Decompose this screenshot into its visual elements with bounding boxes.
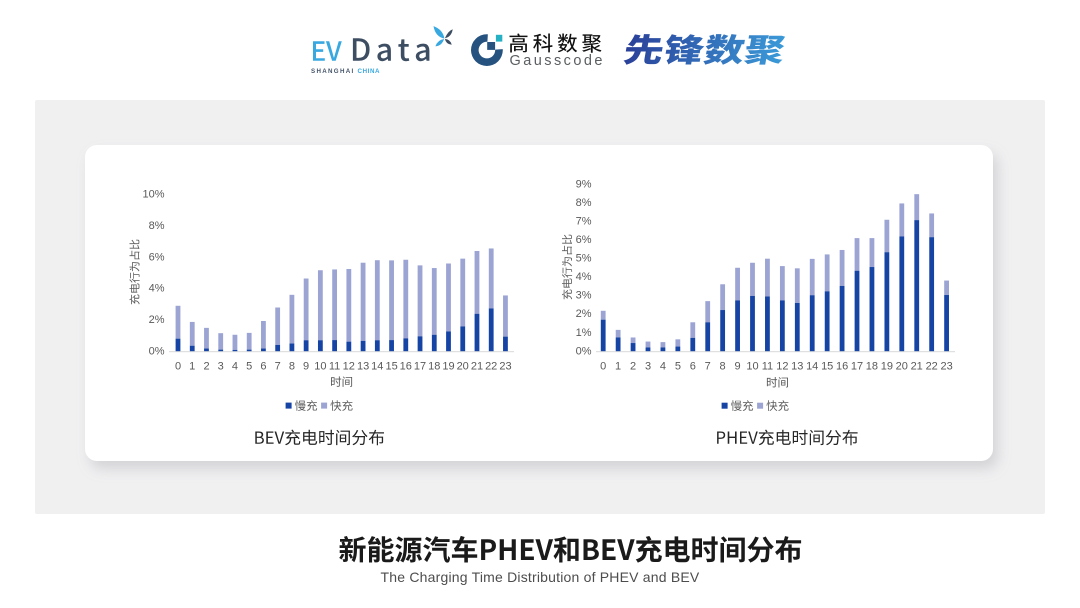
- svg-text:15: 15: [821, 361, 833, 373]
- svg-text:4: 4: [660, 361, 666, 373]
- svg-text:1%: 1%: [576, 327, 592, 339]
- svg-text:18: 18: [428, 361, 440, 373]
- svg-text:5%: 5%: [576, 253, 592, 265]
- svg-text:22: 22: [926, 361, 938, 373]
- svg-text:14: 14: [371, 361, 383, 373]
- svg-text:2%: 2%: [149, 314, 165, 326]
- svg-text:0: 0: [175, 361, 181, 373]
- svg-text:6%: 6%: [149, 251, 165, 263]
- svg-text:10: 10: [314, 361, 326, 373]
- svg-text:23: 23: [940, 361, 952, 373]
- svg-text:20: 20: [896, 361, 908, 373]
- svg-text:11: 11: [329, 361, 340, 373]
- svg-text:2%: 2%: [576, 308, 592, 320]
- svg-text:23: 23: [499, 361, 511, 373]
- svg-text:9%: 9%: [576, 178, 592, 190]
- svg-text:17: 17: [414, 361, 426, 373]
- svg-text:19: 19: [881, 361, 893, 373]
- svg-text:6: 6: [260, 361, 266, 373]
- svg-text:1: 1: [189, 361, 195, 373]
- svg-text:5: 5: [246, 361, 252, 373]
- svg-text:13: 13: [791, 361, 803, 373]
- svg-text:8: 8: [289, 361, 295, 373]
- svg-text:7%: 7%: [576, 216, 592, 228]
- svg-text:21: 21: [911, 361, 923, 373]
- svg-text:22: 22: [485, 361, 497, 373]
- svg-text:0%: 0%: [149, 345, 165, 357]
- svg-text:8: 8: [720, 361, 726, 373]
- svg-text:14: 14: [806, 361, 818, 373]
- svg-text:16: 16: [400, 361, 412, 373]
- svg-text:21: 21: [471, 361, 483, 373]
- svg-text:17: 17: [851, 361, 863, 373]
- svg-text:5: 5: [675, 361, 681, 373]
- svg-text:3%: 3%: [576, 290, 592, 302]
- svg-text:1: 1: [615, 361, 621, 373]
- svg-text:4%: 4%: [576, 271, 592, 283]
- svg-text:4%: 4%: [149, 283, 165, 295]
- svg-text:12: 12: [343, 361, 355, 373]
- svg-text:Gausscode: Gausscode: [510, 53, 605, 69]
- svg-text:0: 0: [600, 361, 606, 373]
- svg-text:CHINA: CHINA: [358, 68, 381, 75]
- svg-text:SHANGHAI: SHANGHAI: [311, 68, 355, 75]
- svg-text:7: 7: [275, 361, 281, 373]
- svg-text:19: 19: [442, 361, 454, 373]
- svg-text:8%: 8%: [576, 197, 592, 209]
- svg-text:6: 6: [690, 361, 696, 373]
- svg-text:10%: 10%: [142, 189, 164, 201]
- svg-text:9: 9: [735, 361, 741, 373]
- svg-text:2: 2: [630, 361, 636, 373]
- svg-text:9: 9: [303, 361, 309, 373]
- svg-text:8%: 8%: [149, 220, 165, 232]
- svg-text:11: 11: [762, 361, 773, 373]
- svg-text:10: 10: [746, 361, 758, 373]
- svg-text:3: 3: [645, 361, 651, 373]
- svg-text:15: 15: [385, 361, 397, 373]
- svg-text:The Charging Time Distribution: The Charging Time Distribution of PHEV a…: [381, 569, 700, 585]
- svg-text:18: 18: [866, 361, 878, 373]
- svg-text:12: 12: [776, 361, 788, 373]
- svg-text:0%: 0%: [576, 345, 592, 357]
- svg-text:6%: 6%: [576, 234, 592, 246]
- svg-text:4: 4: [232, 361, 238, 373]
- svg-text:13: 13: [357, 361, 369, 373]
- svg-text:20: 20: [457, 361, 469, 373]
- svg-text:16: 16: [836, 361, 848, 373]
- svg-text:7: 7: [705, 361, 711, 373]
- svg-text:3: 3: [218, 361, 224, 373]
- svg-text:2: 2: [203, 361, 209, 373]
